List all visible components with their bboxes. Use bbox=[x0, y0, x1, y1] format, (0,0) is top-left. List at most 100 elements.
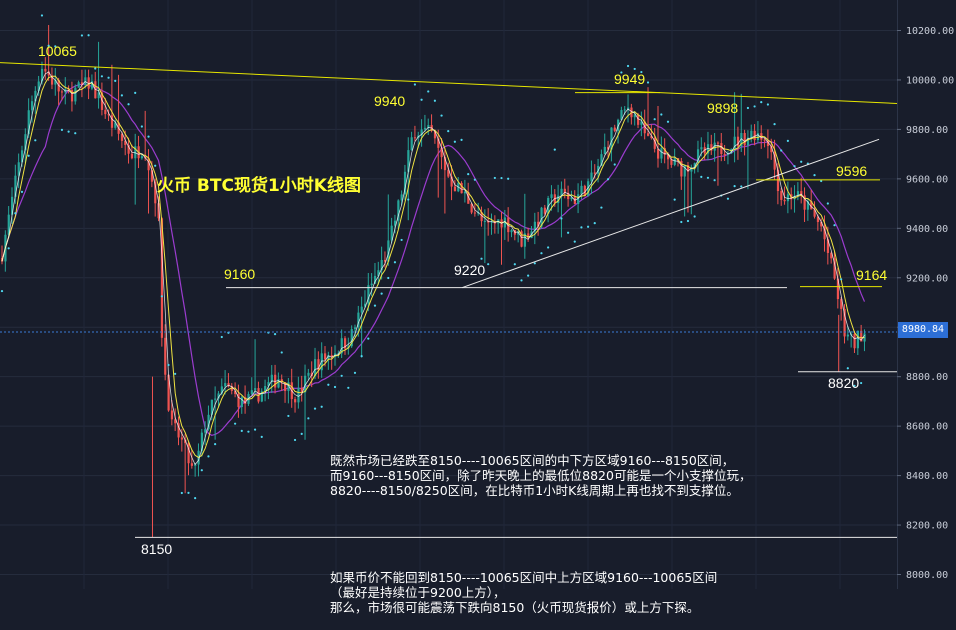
candle-body bbox=[690, 167, 693, 172]
sar-dot bbox=[293, 438, 297, 442]
candle-body bbox=[147, 158, 150, 171]
candle-body bbox=[294, 399, 297, 403]
candle-body bbox=[37, 81, 40, 91]
candle-body bbox=[637, 114, 640, 125]
candle-body bbox=[643, 121, 646, 134]
candle-body bbox=[373, 275, 377, 284]
candle-body bbox=[47, 71, 50, 76]
sar-dot bbox=[626, 64, 630, 68]
candle-body bbox=[543, 207, 546, 214]
candle-body bbox=[87, 77, 90, 89]
candle-body bbox=[353, 327, 357, 330]
sar-dot bbox=[726, 197, 730, 200]
sar-dot bbox=[813, 174, 816, 177]
sar-dot bbox=[340, 374, 343, 377]
analysis-paragraph-1: 既然市场已经跌至8150----10065区间的中下方区域9160---8150… bbox=[330, 453, 752, 498]
candle-body bbox=[287, 382, 290, 392]
candle-body bbox=[750, 130, 753, 138]
y-tick-label: 9600.00 bbox=[906, 174, 948, 185]
sar-dot bbox=[47, 44, 50, 47]
sar-dot bbox=[753, 105, 756, 108]
sar-dot bbox=[27, 154, 30, 157]
candle-body bbox=[590, 172, 593, 182]
candle-body bbox=[780, 191, 783, 200]
candle-body bbox=[50, 75, 54, 85]
candle-body bbox=[387, 240, 390, 262]
sar-dot bbox=[120, 94, 123, 97]
sar-dot bbox=[200, 469, 203, 472]
candle-body bbox=[600, 154, 603, 166]
sar-dot bbox=[646, 81, 650, 84]
candle-body bbox=[846, 334, 850, 337]
sar-dot bbox=[220, 335, 223, 339]
candle-body bbox=[190, 463, 194, 466]
sar-dot bbox=[746, 106, 750, 110]
candle-body bbox=[740, 133, 743, 147]
sar-dot bbox=[673, 198, 676, 201]
sar-dot bbox=[840, 278, 843, 281]
candle-body bbox=[350, 329, 353, 347]
candle-body bbox=[537, 221, 540, 227]
candle-body bbox=[763, 139, 766, 141]
sar-dot bbox=[273, 333, 277, 336]
candle-body bbox=[170, 410, 174, 420]
candle-body bbox=[696, 149, 700, 164]
candle-body bbox=[823, 226, 826, 240]
sar-dot bbox=[14, 212, 17, 215]
candle-body bbox=[187, 443, 190, 464]
candle-body bbox=[297, 387, 300, 403]
candle-body bbox=[733, 136, 736, 150]
candle-body bbox=[40, 68, 44, 82]
candle-body bbox=[573, 197, 576, 205]
sar-dot bbox=[493, 176, 496, 180]
candle-body bbox=[670, 159, 673, 165]
sar-dot bbox=[313, 407, 317, 410]
candle-body bbox=[210, 399, 213, 415]
candles bbox=[1, 25, 866, 538]
sar-dot bbox=[134, 91, 137, 94]
sar-dot bbox=[407, 198, 410, 201]
candle-body bbox=[660, 148, 663, 159]
chart-title: 火币 BTC现货1小时K线图 bbox=[157, 175, 361, 196]
candle-body bbox=[437, 138, 440, 148]
level-labels: 10065 9949 9940 9898 9596 9164 9160 9220 8820 815… bbox=[38, 43, 887, 557]
sar-dot bbox=[800, 160, 803, 163]
sar-dot bbox=[7, 247, 10, 250]
candle-body bbox=[154, 181, 157, 204]
candle-body bbox=[194, 464, 197, 466]
candle-body bbox=[843, 308, 846, 337]
candle-body bbox=[520, 231, 523, 247]
sar-dot bbox=[860, 381, 863, 385]
candle-body bbox=[177, 423, 180, 438]
sar-dot bbox=[107, 76, 110, 79]
sar-dot bbox=[74, 132, 77, 135]
sar-dot bbox=[460, 138, 463, 141]
y-tick-label: 8000.00 bbox=[906, 570, 948, 581]
candle-body bbox=[403, 171, 407, 195]
sar-dot bbox=[100, 75, 103, 78]
candle-body bbox=[327, 355, 330, 360]
sar-dot bbox=[760, 100, 763, 104]
sar-dot bbox=[247, 430, 250, 433]
y-tick-label: 10000.00 bbox=[906, 75, 954, 86]
candle-body bbox=[460, 182, 463, 194]
level-label-9160: 9160 bbox=[224, 266, 255, 282]
analysis-note: 既然市场已经跌至8150----10065区间的中下方区域9160---8150… bbox=[330, 423, 800, 630]
candle-body bbox=[407, 150, 410, 172]
candle-body bbox=[413, 137, 417, 139]
y-tick-label: 9800.00 bbox=[906, 125, 948, 136]
sar-dot bbox=[640, 70, 643, 74]
sar-dot bbox=[307, 417, 310, 420]
sar-dot bbox=[347, 386, 350, 389]
candle-body bbox=[830, 252, 833, 259]
candle-body bbox=[200, 432, 203, 451]
candle-body bbox=[217, 393, 220, 399]
y-tick-label: 8800.00 bbox=[906, 372, 948, 383]
candle-body bbox=[427, 125, 430, 128]
candle-body bbox=[120, 133, 124, 141]
candle-body bbox=[650, 135, 653, 139]
candle-body bbox=[20, 150, 24, 163]
sar-dot bbox=[713, 179, 716, 182]
candle-body bbox=[433, 130, 437, 139]
btc-candlestick-chart: 10065 9949 9940 9898 9596 9164 9160 9220 8820 815… bbox=[0, 0, 954, 589]
